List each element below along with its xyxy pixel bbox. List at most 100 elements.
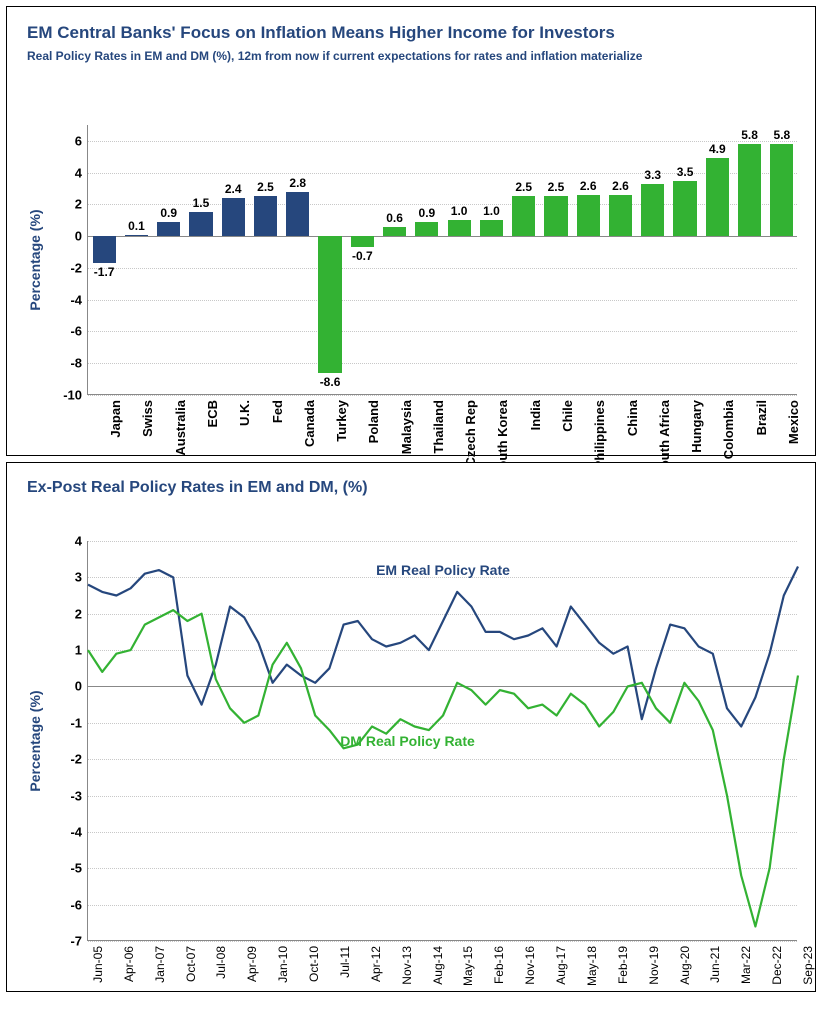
chart2-x-tick: Apr-09 <box>245 946 259 982</box>
chart2-x-tick: Apr-06 <box>122 946 136 982</box>
chart2-x-tick: Nov-16 <box>523 946 537 985</box>
chart2-x-tick: Oct-10 <box>307 946 321 982</box>
chart1-x-tick: Turkey <box>334 400 349 442</box>
chart2-x-tick: Jan-07 <box>153 946 167 983</box>
chart1-bar <box>383 227 406 237</box>
chart1-bar-value: 5.8 <box>741 128 758 142</box>
chart1-bar-value: 1.5 <box>193 196 210 210</box>
chart1-y-tick: -2 <box>70 260 82 275</box>
chart2-y-tick: -6 <box>70 897 82 912</box>
chart1-x-tick: Hungary <box>689 400 704 453</box>
bar-chart-panel: EM Central Banks' Focus on Inflation Mea… <box>6 6 816 456</box>
chart1-bar-value: 1.0 <box>451 204 468 218</box>
chart2-x-tick: Oct-07 <box>184 946 198 982</box>
chart1-bar-value: 2.4 <box>225 182 242 196</box>
chart1-gridline <box>88 300 797 301</box>
chart1-gridline <box>88 331 797 332</box>
chart1-bar <box>770 144 793 236</box>
chart2-x-tick: Jul-11 <box>338 946 352 978</box>
chart1-y-tick: -4 <box>70 292 82 307</box>
chart1-bar <box>738 144 761 236</box>
chart1-bar-value: 0.9 <box>419 206 436 220</box>
chart1-bar-value: 2.6 <box>612 179 629 193</box>
chart1-bar <box>448 220 471 236</box>
chart1-x-tick: U.K. <box>237 400 252 426</box>
chart2-plot: -7-6-5-4-3-2-101234Jun-05Apr-06Jan-07Oct… <box>87 541 797 941</box>
chart1-bar-value: 1.0 <box>483 204 500 218</box>
chart2-gridline <box>88 941 797 942</box>
chart1-bar <box>415 222 438 236</box>
chart1-bar <box>189 212 212 236</box>
chart2-y-tick: -4 <box>70 824 82 839</box>
chart1-bar <box>706 158 729 236</box>
chart1-bar-value: -0.7 <box>352 249 373 263</box>
chart2-x-tick: Nov-13 <box>400 946 414 985</box>
chart1-bar-value: 0.1 <box>128 219 145 233</box>
chart2-x-tick: Aug-14 <box>431 946 445 985</box>
chart1-bar <box>157 222 180 236</box>
chart2-x-tick: Jul-08 <box>214 946 228 979</box>
chart2-x-tick: Jun-05 <box>91 946 105 983</box>
chart2-x-tick: May-15 <box>461 946 475 986</box>
chart1-x-tick: Philippines <box>592 400 607 469</box>
chart1-x-tick: Japan <box>108 400 123 438</box>
chart2-x-tick: Apr-12 <box>369 946 383 982</box>
chart2-y-axis-label: Percentage (%) <box>27 690 43 791</box>
chart2-y-tick: 2 <box>75 606 82 621</box>
chart2-x-tick: Jan-10 <box>276 946 290 983</box>
chart2-series-line <box>88 567 798 727</box>
chart1-bar <box>512 196 535 236</box>
chart1-y-tick: 6 <box>75 133 82 148</box>
chart1-bar-value: 2.5 <box>257 180 274 194</box>
chart2-title: Ex-Post Real Policy Rates in EM and DM, … <box>27 479 795 497</box>
chart1-bar <box>480 220 503 236</box>
chart1-x-tick: Mexico <box>786 400 801 444</box>
chart2-y-tick: 4 <box>75 534 82 549</box>
chart1-y-tick: 0 <box>75 229 82 244</box>
line-chart-panel: Ex-Post Real Policy Rates in EM and DM, … <box>6 462 816 992</box>
chart1-bar <box>641 184 664 236</box>
chart2-x-tick: Mar-22 <box>739 946 753 984</box>
chart1-gridline <box>88 363 797 364</box>
chart2-x-tick: Feb-16 <box>492 946 506 984</box>
chart2-y-tick: 0 <box>75 679 82 694</box>
chart2-y-tick: 3 <box>75 570 82 585</box>
chart1-x-tick: Thailand <box>431 400 446 453</box>
chart2-x-tick: Aug-20 <box>678 946 692 985</box>
chart1-y-tick: -8 <box>70 356 82 371</box>
chart1-y-axis-label: Percentage (%) <box>27 209 43 310</box>
chart1-bar-value: 5.8 <box>774 128 791 142</box>
chart2-y-tick: 1 <box>75 643 82 658</box>
chart1-bar <box>318 236 341 373</box>
chart1-x-tick: Fed <box>270 400 285 423</box>
chart2-x-tick: Feb-19 <box>616 946 630 984</box>
chart1-x-tick: Malaysia <box>399 400 414 454</box>
chart1-x-tick: Canada <box>302 400 317 447</box>
chart1-y-tick: 4 <box>75 165 82 180</box>
chart1-x-tick: India <box>528 400 543 430</box>
chart1-x-tick: ECB <box>205 400 220 427</box>
chart1-gridline <box>88 141 797 142</box>
chart2-x-tick: Sep-23 <box>801 946 815 985</box>
chart1-bar-value: 4.9 <box>709 142 726 156</box>
chart2-y-tick: -3 <box>70 788 82 803</box>
chart1-gridline <box>88 395 797 396</box>
chart1-x-tick: China <box>625 400 640 436</box>
chart1-bar-value: -1.7 <box>94 265 115 279</box>
chart1-bar <box>93 236 116 263</box>
chart1-subtitle: Real Policy Rates in EM and DM (%), 12m … <box>27 49 795 63</box>
chart1-title: EM Central Banks' Focus on Inflation Mea… <box>27 23 795 43</box>
chart1-x-tick: Brazil <box>754 400 769 435</box>
chart1-bar-value: 3.5 <box>677 165 694 179</box>
chart2-y-tick: -7 <box>70 934 82 949</box>
chart1-x-tick: Chile <box>560 400 575 432</box>
chart2-x-tick: Nov-19 <box>647 946 661 985</box>
chart1-bar-value: -8.6 <box>320 375 341 389</box>
chart1-bar <box>222 198 245 236</box>
chart1-x-tick: Colombia <box>721 400 736 459</box>
chart1-x-tick: Australia <box>173 400 188 456</box>
chart1-bar <box>673 181 696 237</box>
chart2-y-tick: -5 <box>70 861 82 876</box>
chart1-bar-value: 3.3 <box>644 168 661 182</box>
chart1-x-tick: Poland <box>366 400 381 443</box>
